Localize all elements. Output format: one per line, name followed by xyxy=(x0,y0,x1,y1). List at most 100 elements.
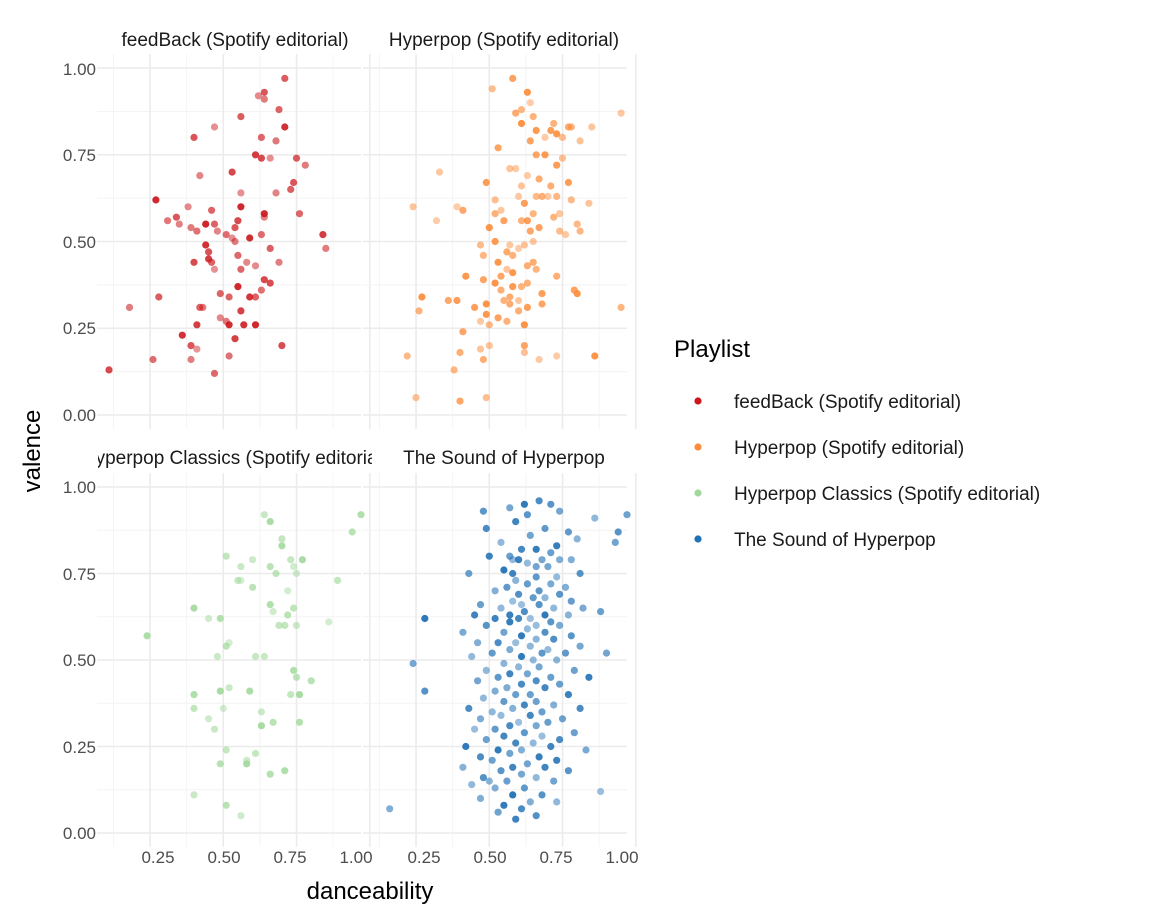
data-point xyxy=(319,231,327,239)
data-point xyxy=(260,95,268,103)
strip-label-hyperpop-classics: Hyperpop Classics (Spotify editorial) xyxy=(82,448,388,469)
data-point xyxy=(491,587,499,595)
data-point xyxy=(298,556,306,564)
legend-label-hyperpop: Hyperpop (Spotify editorial) xyxy=(734,438,964,459)
data-point xyxy=(576,569,584,578)
data-point xyxy=(237,812,245,820)
data-point xyxy=(520,199,529,207)
y-axis-title: valence xyxy=(19,410,46,493)
data-point xyxy=(538,290,546,298)
data-point xyxy=(553,542,561,550)
data-point xyxy=(497,206,505,214)
data-point xyxy=(272,569,280,578)
data-point xyxy=(205,715,213,723)
data-point xyxy=(532,677,540,685)
data-point xyxy=(526,614,534,623)
data-point xyxy=(105,366,113,374)
data-point xyxy=(517,601,526,609)
data-point xyxy=(576,137,584,145)
data-point xyxy=(465,569,473,578)
data-point xyxy=(523,262,532,270)
data-point xyxy=(497,272,505,280)
data-point xyxy=(515,307,523,315)
x-tick-label: 1.00 xyxy=(339,848,372,867)
data-point xyxy=(444,296,452,305)
data-point xyxy=(231,237,239,246)
data-point xyxy=(564,178,573,187)
legend-key-sound-of-hyperpop xyxy=(694,535,702,543)
strip-label-hyperpop: Hyperpop (Spotify editorial) xyxy=(389,30,619,51)
data-point xyxy=(506,293,514,301)
data-point xyxy=(506,646,514,654)
data-point xyxy=(535,753,543,761)
data-point xyxy=(479,276,487,284)
data-point xyxy=(266,601,274,609)
data-point xyxy=(228,168,236,176)
data-point xyxy=(240,321,248,329)
data-point xyxy=(535,497,543,505)
data-point xyxy=(506,618,514,626)
data-point xyxy=(216,314,224,322)
data-point xyxy=(556,227,564,235)
data-point xyxy=(287,691,295,699)
data-point xyxy=(476,753,485,761)
data-point xyxy=(517,805,526,813)
data-point xyxy=(210,369,219,377)
data-point xyxy=(488,85,496,93)
data-point xyxy=(488,756,496,764)
data-point xyxy=(512,739,520,747)
data-point xyxy=(251,749,260,758)
data-point xyxy=(523,760,532,768)
data-point xyxy=(553,272,561,280)
data-point xyxy=(556,210,564,218)
data-point xyxy=(488,708,496,716)
data-point xyxy=(476,241,485,249)
data-point xyxy=(415,307,423,315)
legend-key-feedback xyxy=(694,397,702,405)
data-point xyxy=(597,608,605,616)
data-point xyxy=(547,580,555,588)
data-point xyxy=(564,691,573,699)
data-point xyxy=(178,331,186,339)
data-point xyxy=(564,528,573,536)
data-point xyxy=(553,352,561,360)
data-point xyxy=(526,711,534,720)
x-tick-label: 0.75 xyxy=(539,848,572,867)
data-point xyxy=(497,767,505,775)
data-point xyxy=(561,649,570,657)
data-point xyxy=(547,500,555,508)
data-point xyxy=(494,144,502,152)
data-point xyxy=(544,646,552,654)
data-point xyxy=(254,92,262,100)
data-point xyxy=(246,234,254,242)
data-point xyxy=(225,293,233,301)
data-point xyxy=(556,736,564,744)
data-point xyxy=(491,210,499,218)
data-point xyxy=(515,718,523,726)
data-point xyxy=(479,355,487,364)
data-point xyxy=(614,528,622,536)
data-point xyxy=(143,632,151,640)
data-point xyxy=(257,722,265,730)
data-point xyxy=(520,608,529,616)
data-point xyxy=(529,237,537,246)
data-point xyxy=(509,251,517,259)
x-tick-label: 0.25 xyxy=(407,848,440,867)
data-point xyxy=(556,621,564,630)
panel-sound-of-hyperpop xyxy=(363,473,637,847)
data-point xyxy=(290,563,298,571)
data-point xyxy=(459,628,467,636)
data-point xyxy=(515,590,523,598)
data-point xyxy=(526,798,534,806)
data-point xyxy=(523,580,532,588)
data-point xyxy=(476,601,485,609)
data-point xyxy=(474,639,482,647)
data-point xyxy=(517,106,526,114)
data-point xyxy=(222,231,230,239)
data-point xyxy=(585,199,593,207)
data-point xyxy=(503,265,511,273)
data-point xyxy=(266,154,274,162)
data-point xyxy=(216,290,224,298)
data-point xyxy=(494,639,502,647)
data-point xyxy=(237,265,245,273)
